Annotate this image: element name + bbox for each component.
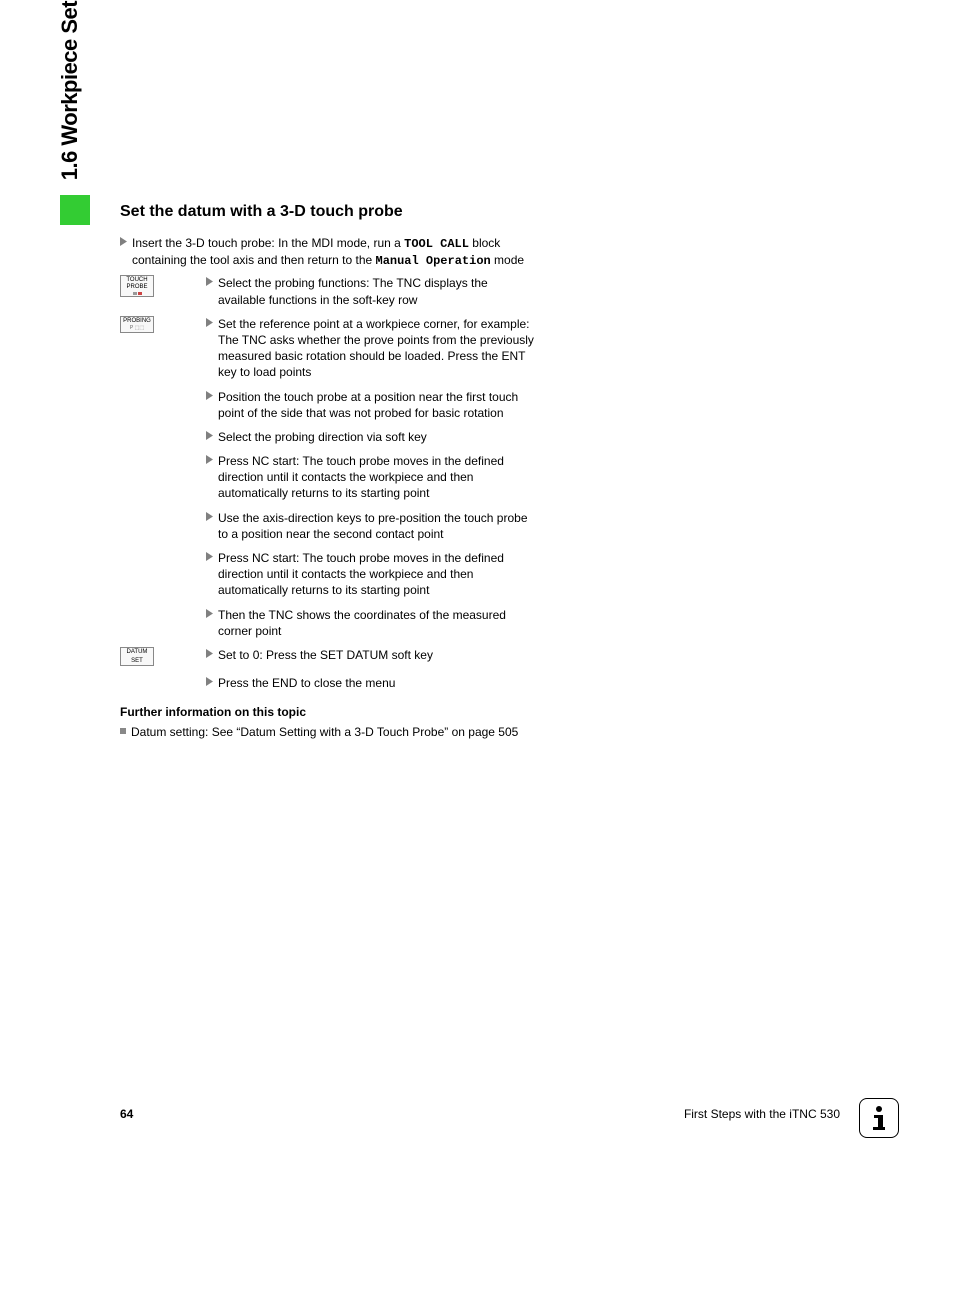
section-heading: Set the datum with a 3-D touch probe — [120, 203, 850, 221]
step-text: Select the probing direction via soft ke… — [206, 429, 536, 445]
page-footer: 64 First Steps with the iTNC 530 — [120, 1107, 840, 1121]
info-icon — [859, 1098, 899, 1138]
step-body: Press NC start: The touch probe moves in… — [218, 453, 536, 502]
softkey-label: TOUCH — [123, 277, 151, 284]
step-body: Press NC start: The touch probe moves in… — [218, 550, 536, 599]
step-row: Position the touch probe at a position n… — [120, 389, 850, 421]
step-row: Then the TNC shows the coordinates of th… — [120, 607, 850, 639]
side-tab: 1.6 Workpiece Setup — [60, 195, 90, 435]
step-row: Press NC start: The touch probe moves in… — [120, 453, 850, 502]
step-text: Set the reference point at a workpiece c… — [206, 316, 536, 381]
side-tab-text: 1.6 Workpiece Setup — [57, 0, 83, 215]
intro-text: Insert the 3-D touch probe: In the MDI m… — [132, 235, 540, 269]
further-info-text: Datum setting: See “Datum Setting with a… — [131, 724, 518, 740]
step-row: Press the END to close the menu — [120, 675, 850, 691]
softkey-probing[interactable]: PROBING P ⬚⬚ — [120, 316, 154, 333]
step-body: Press the END to close the menu — [218, 675, 536, 691]
softkey-column: DATUM SET — [120, 647, 206, 667]
softkey-column: TOUCH PROBE — [120, 275, 206, 299]
triangle-bullet-icon — [206, 512, 214, 521]
softkey-icon — [123, 292, 151, 295]
intro-pre: Insert the 3-D touch probe: In the MDI m… — [132, 236, 404, 250]
triangle-bullet-icon — [206, 277, 214, 286]
triangle-bullet-icon — [206, 431, 214, 440]
step-body: Position the touch probe at a position n… — [218, 389, 536, 421]
triangle-bullet-icon — [206, 455, 214, 464]
triangle-bullet-icon — [206, 649, 214, 658]
softkey-label: DATUM — [123, 649, 151, 656]
step-text: Position the touch probe at a position n… — [206, 389, 536, 421]
further-info-item: Datum setting: See “Datum Setting with a… — [120, 724, 540, 740]
intro-step: Insert the 3-D touch probe: In the MDI m… — [120, 235, 540, 269]
softkey-label: PROBING — [123, 318, 151, 325]
step-text: Set to 0: Press the SET DATUM soft key — [206, 647, 536, 663]
triangle-bullet-icon — [206, 318, 214, 327]
softkey-touch-probe[interactable]: TOUCH PROBE — [120, 275, 154, 296]
footer-title: First Steps with the iTNC 530 — [684, 1107, 840, 1121]
step-row: DATUM SET Set to 0: Press the SET DATUM … — [120, 647, 850, 667]
step-body: Use the axis-direction keys to pre-posit… — [218, 510, 536, 542]
step-body: Select the probing direction via soft ke… — [218, 429, 536, 445]
page-number: 64 — [120, 1107, 133, 1121]
softkey-datum-set[interactable]: DATUM SET — [120, 647, 154, 666]
softkey-label: SET — [123, 658, 151, 665]
step-row: PROBING P ⬚⬚ Set the reference point at … — [120, 316, 850, 381]
step-text: Use the axis-direction keys to pre-posit… — [206, 510, 536, 542]
step-row: TOUCH PROBE Select the probing functions… — [120, 275, 850, 307]
step-row: Press NC start: The touch probe moves in… — [120, 550, 850, 599]
softkey-label: PROBE — [123, 284, 151, 291]
step-text: Press the END to close the menu — [206, 675, 536, 691]
step-text: Select the probing functions: The TNC di… — [206, 275, 536, 307]
step-body: Set to 0: Press the SET DATUM soft key — [218, 647, 536, 663]
step-body: Then the TNC shows the coordinates of th… — [218, 607, 536, 639]
step-row: Use the axis-direction keys to pre-posit… — [120, 510, 850, 542]
further-info-heading: Further information on this topic — [120, 705, 850, 719]
intro-mono1: TOOL CALL — [404, 237, 469, 251]
page-content: Set the datum with a 3-D touch probe Ins… — [120, 203, 850, 740]
triangle-bullet-icon — [206, 391, 214, 400]
triangle-bullet-icon — [206, 677, 214, 686]
triangle-bullet-icon — [120, 237, 128, 246]
step-body: Set the reference point at a workpiece c… — [218, 316, 536, 381]
triangle-bullet-icon — [206, 609, 214, 618]
square-bullet-icon — [120, 728, 126, 734]
step-row: Select the probing direction via soft ke… — [120, 429, 850, 445]
step-body: Select the probing functions: The TNC di… — [218, 275, 536, 307]
intro-mono2: Manual Operation — [376, 254, 491, 268]
intro-post: mode — [491, 253, 524, 267]
triangle-bullet-icon — [206, 552, 214, 561]
step-text: Press NC start: The touch probe moves in… — [206, 550, 536, 599]
softkey-icon: P ⬚⬚ — [123, 326, 151, 332]
step-text: Press NC start: The touch probe moves in… — [206, 453, 536, 502]
step-text: Then the TNC shows the coordinates of th… — [206, 607, 536, 639]
softkey-column: PROBING P ⬚⬚ — [120, 316, 206, 334]
